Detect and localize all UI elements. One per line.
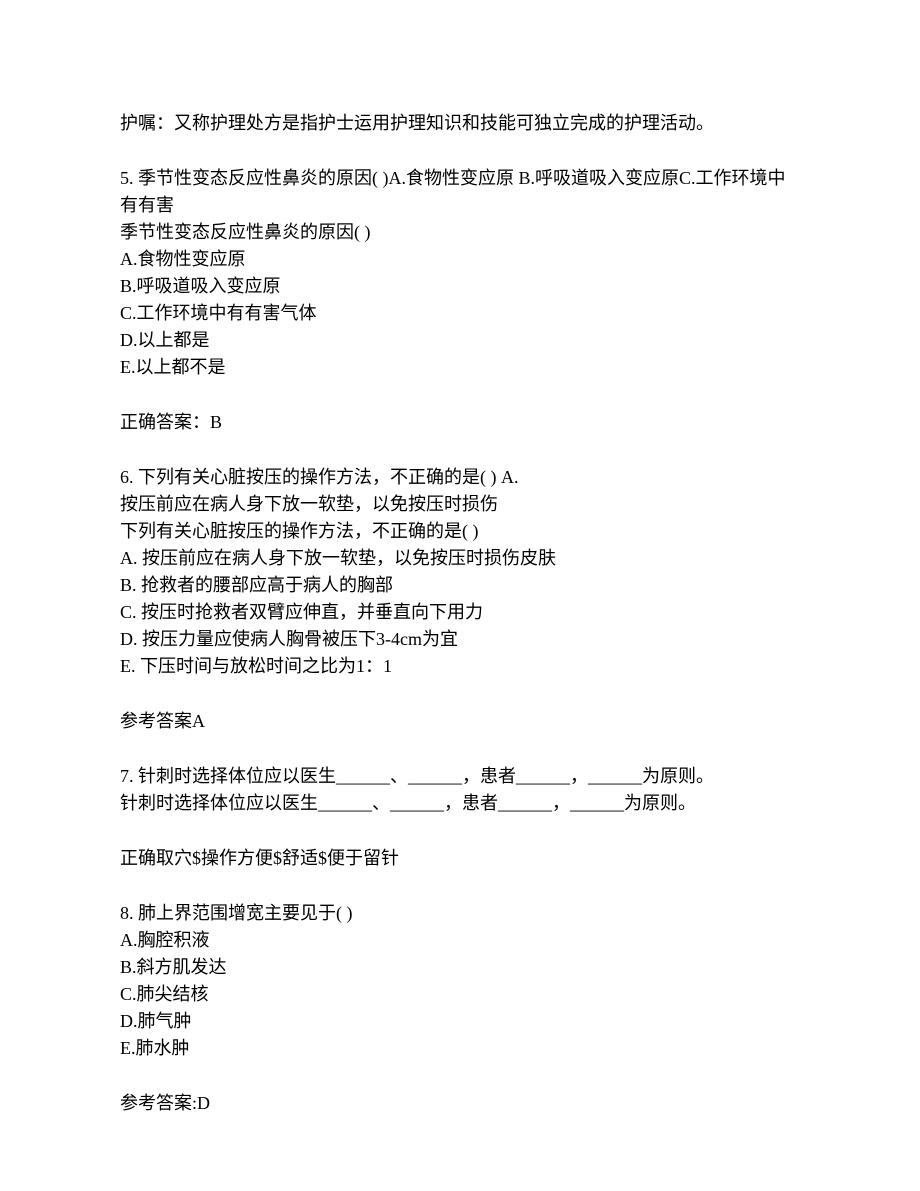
q5-option-a: A.食物性变应原 (120, 246, 800, 273)
q6-option-e: E. 下压时间与放松时间之比为1：1 (120, 653, 800, 680)
q5-option-d: D.以上都是 (120, 327, 800, 354)
q6-option-b: B. 抢救者的腰部应高于病人的胸部 (120, 572, 800, 599)
q8-option-d: D.肺气肿 (120, 1008, 800, 1035)
q5-header: 5. 季节性变态反应性鼻炎的原因( )A.食物性变应原 B.呼吸道吸入变应原C.… (120, 165, 800, 219)
q5-option-b: B.呼吸道吸入变应原 (120, 273, 800, 300)
q8-answer: 参考答案:D (120, 1090, 800, 1117)
q6-header-line1: 6. 下列有关心脏按压的操作方法，不正确的是( ) A. (120, 464, 800, 491)
q7-line2: 针刺时选择体位应以医生______、______，患者______，______… (120, 790, 800, 817)
q6-option-d: D. 按压力量应使病人胸骨被压下3-4cm为宜 (120, 626, 800, 653)
q6-option-c: C. 按压时抢救者双臂应伸直，并垂直向下用力 (120, 599, 800, 626)
q8-option-b: B.斜方肌发达 (120, 954, 800, 981)
q8-option-c: C.肺尖结核 (120, 981, 800, 1008)
q5-answer: 正确答案：B (120, 409, 800, 436)
q6-answer: 参考答案A (120, 708, 800, 735)
q5-stem: 季节性变态反应性鼻炎的原因( ) (120, 219, 800, 246)
q7-line1: 7. 针刺时选择体位应以医生______、______，患者______，___… (120, 763, 800, 790)
q8-stem: 8. 肺上界范围增宽主要见于( ) (120, 900, 800, 927)
q6-option-a: A. 按压前应在病人身下放一软垫，以免按压时损伤皮肤 (120, 545, 800, 572)
q6-stem: 下列有关心脏按压的操作方法，不正确的是( ) (120, 518, 800, 545)
q5-option-e: E.以上都不是 (120, 354, 800, 381)
q8-option-a: A.胸腔积液 (120, 927, 800, 954)
q7-answer: 正确取穴$操作方便$舒适$便于留针 (120, 845, 800, 872)
q8-option-e: E.肺水肿 (120, 1035, 800, 1062)
q5-option-c: C.工作环境中有有害气体 (120, 300, 800, 327)
intro-text: 护嘱：又称护理处方是指护士运用护理知识和技能可独立完成的护理活动。 (120, 110, 800, 137)
q6-header-line2: 按压前应在病人身下放一软垫，以免按压时损伤 (120, 491, 800, 518)
